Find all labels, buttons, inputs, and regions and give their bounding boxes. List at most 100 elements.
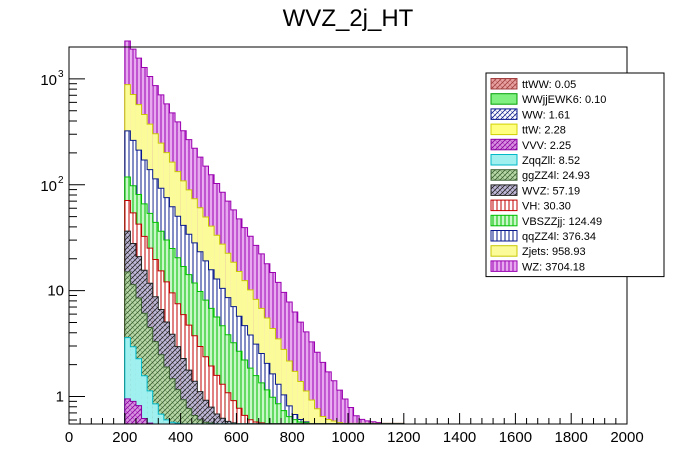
bar-vh xyxy=(236,408,242,424)
bar-wvz xyxy=(191,381,198,424)
legend-swatch xyxy=(490,108,518,120)
legend-label: WW: 1.61 xyxy=(522,109,570,121)
bar-wvz xyxy=(219,418,226,424)
bar-zqqzll xyxy=(141,375,148,424)
legend-entry-vvv: VVV: 2.25 xyxy=(490,138,571,152)
bar-wvz xyxy=(214,414,220,424)
x-tick-label: 600 xyxy=(224,429,249,446)
bar-vbszzjj xyxy=(269,397,276,424)
bar-zqqzll xyxy=(152,403,159,424)
bar-ggzz4l xyxy=(158,354,164,424)
bar-wvz xyxy=(175,346,181,424)
legend-entry-ttww: ttWW: 0.05 xyxy=(490,78,576,91)
x-tick-label: 2000 xyxy=(610,429,643,446)
x-tick-label: 1200 xyxy=(387,429,420,446)
bar-vbszzjj xyxy=(286,416,293,424)
legend-entry-ww: WW: 1.61 xyxy=(490,108,570,121)
y-tick-exponent: 3 xyxy=(58,69,64,80)
bar-vbszzjj xyxy=(214,317,220,424)
bar-wz xyxy=(348,407,354,424)
bar-wz xyxy=(314,352,321,424)
y-tick-exponent: 2 xyxy=(58,175,64,186)
bar-vh xyxy=(253,422,259,424)
bar-zjets xyxy=(281,349,287,424)
legend-label: ggZZ4l: 24.93 xyxy=(522,170,590,182)
bar-zjets xyxy=(292,371,298,424)
bar-zjets xyxy=(331,421,337,424)
bar-qqzz4l xyxy=(286,405,293,424)
bar-vbszzjj xyxy=(292,419,298,424)
y-tick-label: 1 xyxy=(56,389,64,406)
bar-wvz xyxy=(180,358,187,424)
legend-entry-ttw: ttW: 2.28 xyxy=(490,123,566,137)
bar-vvv xyxy=(130,401,136,424)
bar-zjets xyxy=(297,381,304,424)
histogram-bars xyxy=(124,40,405,425)
bar-vbszzjj xyxy=(247,368,254,424)
x-tick-label: 1600 xyxy=(499,429,532,446)
bar-ggzz4l xyxy=(191,415,198,424)
bar-ggzz4l xyxy=(202,422,209,424)
bar-zjets xyxy=(286,360,293,424)
bar-wz xyxy=(292,312,298,424)
legend-swatch xyxy=(490,78,518,90)
bar-ggzz4l xyxy=(163,366,170,424)
legend-swatch xyxy=(490,184,518,196)
bar-wz xyxy=(320,362,326,424)
legend-entry-ggzz4l: ggZZ4l: 24.93 xyxy=(490,169,590,182)
chart-title: WVZ_2j_HT xyxy=(283,5,414,32)
bar-zqqzll xyxy=(158,414,164,424)
bar-vvv xyxy=(124,398,131,424)
legend: ttWW: 0.05 WWjjEWK6: 0.10 WW: 1.61 ttW: 2.2… xyxy=(485,72,665,278)
bar-vbszzjj xyxy=(281,410,287,424)
bar-vbszzjj xyxy=(219,325,226,424)
bar-zjets xyxy=(308,399,315,424)
bar-zqqzll xyxy=(130,346,136,424)
x-tick-label: 1400 xyxy=(443,429,476,446)
x-tick-label: 200 xyxy=(112,429,137,446)
bar-wvz xyxy=(197,391,203,424)
x-tick-label: 0 xyxy=(65,429,73,446)
bar-vh xyxy=(225,392,231,424)
bar-wz xyxy=(342,398,348,424)
legend-label: VBSZZjj: 124.49 xyxy=(522,216,602,228)
y-tick-label: 10 xyxy=(47,283,64,300)
bar-zqqzll xyxy=(163,419,170,424)
bar-wz xyxy=(370,421,376,424)
legend-label: ttW: 2.28 xyxy=(522,125,566,137)
bar-vvv xyxy=(135,405,142,424)
bar-vh xyxy=(214,375,220,424)
bar-vbszzjj xyxy=(264,389,270,424)
legend-entry-zqqzll: ZqqZll: 8.52 xyxy=(490,154,580,167)
bar-vh xyxy=(197,346,203,424)
bar-vvv xyxy=(141,418,148,424)
bar-vbszzjj xyxy=(225,334,231,424)
legend-swatch xyxy=(490,260,518,272)
legend-label: VVV: 2.25 xyxy=(522,140,571,152)
bar-ggzz4l xyxy=(186,408,192,424)
legend-label: qqZZ4l: 376.34 xyxy=(522,231,596,243)
legend-swatch xyxy=(490,169,518,181)
legend-entry-wz: WZ: 3704.18 xyxy=(490,260,585,273)
outline-wz xyxy=(124,40,405,424)
bar-ggzz4l xyxy=(141,313,148,424)
bar-vbszzjj xyxy=(275,403,282,424)
bar-wz xyxy=(303,331,309,424)
legend-entry-wwjjewk6: WWjjEWK6: 0.10 xyxy=(490,93,606,106)
bar-wvz xyxy=(225,421,231,424)
bar-wz xyxy=(331,380,337,424)
legend-entry-wvz: WVZ: 57.19 xyxy=(490,184,580,197)
bar-vh xyxy=(247,419,254,424)
x-tick-label: 800 xyxy=(280,429,305,446)
y-tick-label: 10 xyxy=(40,72,57,89)
legend-swatch xyxy=(490,154,518,166)
legend-swatch xyxy=(490,230,518,242)
bar-qqzz4l xyxy=(281,394,287,424)
legend-swatch xyxy=(490,93,518,105)
bar-vh xyxy=(191,335,198,424)
axes: 0 200 400 600 800 1000 1200 1400 1600 1800 2000 1 10… xyxy=(40,69,643,446)
bar-wz xyxy=(308,341,315,424)
bar-vbszzjj xyxy=(241,359,248,424)
bar-zqqzll xyxy=(124,337,131,424)
